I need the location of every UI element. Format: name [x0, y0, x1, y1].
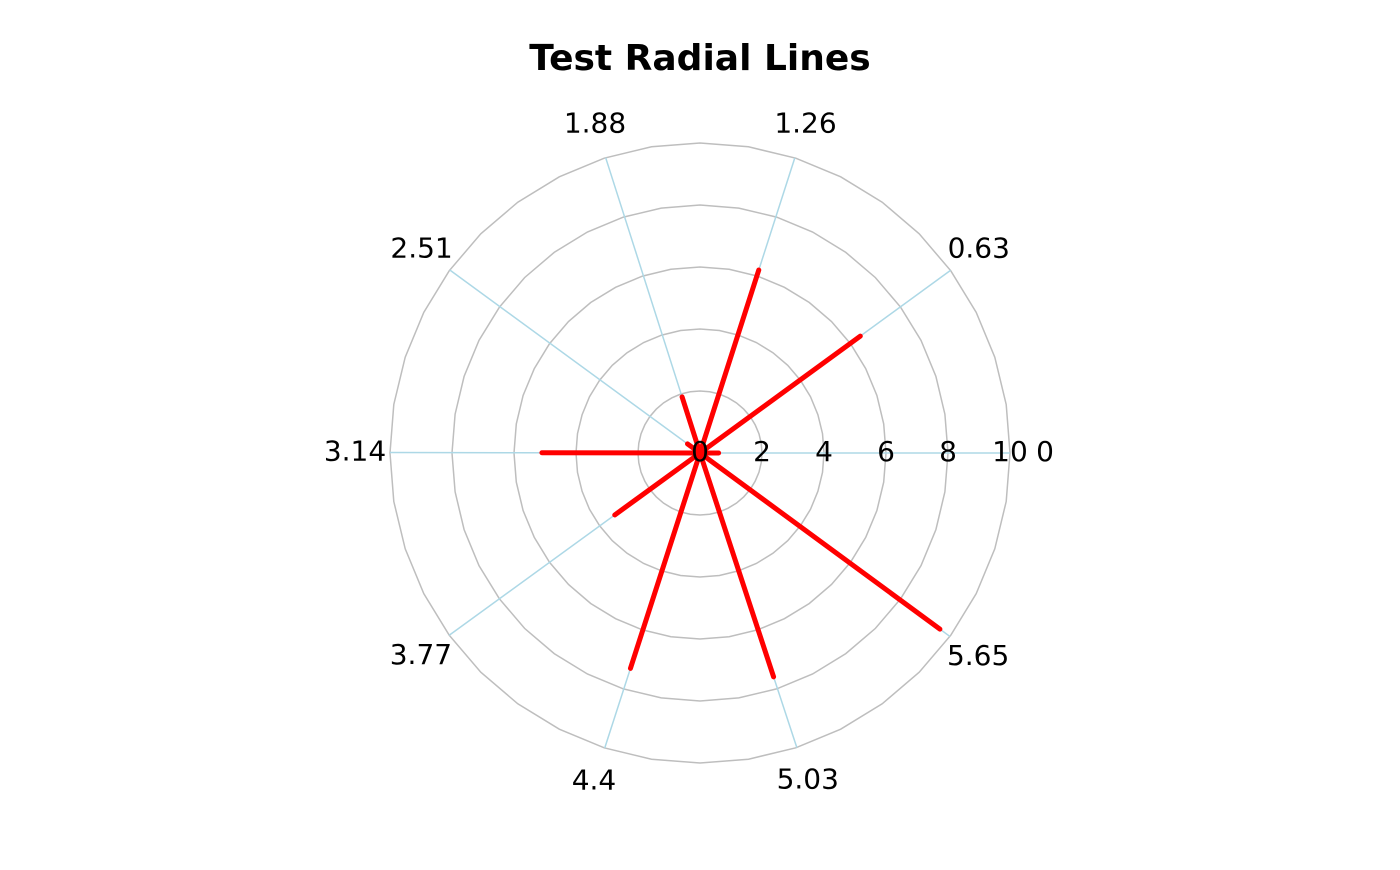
angle-tick-label: 2.51 [390, 231, 452, 264]
angle-tick-label: 3.14 [324, 434, 386, 467]
radius-tick-label: 10 [992, 435, 1028, 468]
angle-tick-label: 4.4 [572, 763, 617, 796]
radius-tick-label: 8 [939, 435, 957, 468]
radial-line [700, 270, 759, 453]
chart-title: Test Radial Lines [529, 38, 870, 79]
radial-line [700, 453, 940, 629]
angle-tick-label: 5.65 [947, 639, 1009, 672]
angle-tick-label: 3.77 [390, 638, 452, 671]
spoke [450, 270, 700, 453]
radial-line [700, 336, 860, 453]
angle-tick-label: 1.88 [564, 106, 626, 139]
radius-tick-label: 2 [753, 435, 771, 468]
radial-line [615, 453, 700, 515]
radial-line [700, 453, 774, 677]
radius-tick-label: 0 [691, 435, 709, 468]
radius-tick-label: 6 [877, 435, 895, 468]
angle-tick-label: 0.63 [948, 232, 1010, 265]
angle-tick-label: 1.26 [774, 107, 836, 140]
angle-tick-label: 0 [1036, 435, 1054, 468]
angle-tick-label: 5.03 [777, 763, 839, 796]
radius-tick-label: 4 [815, 435, 833, 468]
